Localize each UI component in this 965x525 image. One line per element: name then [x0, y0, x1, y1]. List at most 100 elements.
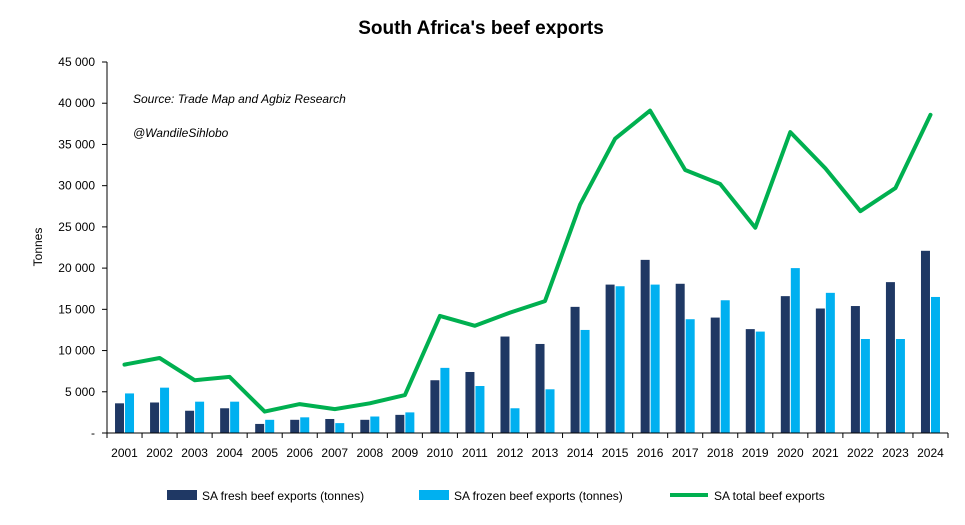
source-annotation: Source: Trade Map and Agbiz Research	[133, 92, 346, 106]
bar-frozen-2010	[440, 367, 450, 433]
bar-fresh-2012	[500, 336, 510, 433]
y-axis-ticks: - 5 000 10 000 15 000 20 000 25 000 30 000 35 0…	[58, 55, 107, 440]
total-exports-line	[122, 108, 933, 414]
x-tick-label: 2021	[812, 446, 839, 460]
bar-fresh-2020	[780, 296, 790, 433]
bar-frozen-2020	[790, 268, 800, 433]
x-tick-label: 2019	[742, 446, 769, 460]
bar-frozen-2021	[825, 292, 835, 433]
legend-label-frozen: SA frozen beef exports (tonnes)	[454, 489, 623, 503]
bar-frozen-2015	[615, 286, 625, 433]
bar-fresh-2001	[115, 403, 125, 433]
bar-fresh-2018	[710, 317, 720, 433]
x-tick-label: 2001	[111, 446, 138, 460]
line-layer	[122, 108, 933, 414]
y-axis-title: Tonnes	[31, 228, 45, 267]
bar-frozen-2005	[265, 419, 275, 433]
x-tick-label: 2008	[356, 446, 383, 460]
y-tick-label: 15 000	[58, 302, 95, 316]
bars-layer	[115, 250, 940, 433]
bar-fresh-2019	[745, 329, 755, 433]
legend-swatch-frozen	[419, 490, 449, 500]
y-tick-label: 45 000	[58, 55, 95, 69]
bar-fresh-2005	[255, 423, 265, 433]
x-tick-label: 2004	[216, 446, 243, 460]
bar-fresh-2021	[815, 308, 825, 433]
bar-frozen-2002	[160, 387, 170, 433]
x-tick-label: 2014	[567, 446, 594, 460]
y-tick-label: 10 000	[58, 344, 95, 358]
bar-frozen-2023	[895, 339, 905, 433]
legend: SA fresh beef exports (tonnes) SA frozen …	[167, 489, 825, 503]
x-tick-label: 2007	[321, 446, 348, 460]
bar-fresh-2006	[290, 419, 300, 433]
chart-title: South Africa's beef exports	[358, 18, 604, 39]
x-tick-label: 2005	[251, 446, 278, 460]
bar-fresh-2004	[220, 408, 230, 433]
y-tick-label: 40 000	[58, 96, 95, 110]
x-tick-label: 2006	[286, 446, 313, 460]
bar-frozen-2011	[475, 386, 485, 433]
bar-frozen-2024	[930, 296, 940, 433]
bar-frozen-2018	[720, 300, 730, 433]
y-tick-label: 25 000	[58, 220, 95, 234]
bar-fresh-2009	[395, 414, 405, 433]
bar-fresh-2016	[640, 259, 650, 433]
author-annotation: @WandileSihlobo	[133, 126, 229, 140]
bar-fresh-2022	[850, 306, 860, 433]
bar-frozen-2004	[230, 401, 240, 433]
x-tick-label: 2003	[181, 446, 208, 460]
bar-frozen-2012	[510, 408, 520, 433]
y-tick-label: -	[91, 426, 95, 440]
bar-fresh-2017	[675, 283, 685, 433]
bar-frozen-2019	[755, 331, 765, 433]
x-tick-label: 2011	[462, 446, 488, 460]
y-tick-label: 30 000	[58, 179, 95, 193]
x-tick-label: 2022	[847, 446, 874, 460]
bar-fresh-2015	[605, 284, 615, 433]
bar-fresh-2008	[360, 419, 370, 433]
bar-frozen-2014	[580, 329, 590, 433]
axes-layer	[106, 62, 949, 438]
bar-frozen-2013	[545, 389, 555, 433]
x-tick-label: 2013	[532, 446, 559, 460]
y-tick-label: 35 000	[58, 137, 95, 151]
y-tick-label: 20 000	[58, 261, 95, 275]
legend-label-fresh: SA fresh beef exports (tonnes)	[202, 489, 364, 503]
bar-fresh-2002	[150, 402, 160, 433]
bar-frozen-2009	[405, 412, 415, 433]
x-tick-label: 2020	[777, 446, 804, 460]
x-tick-label: 2009	[392, 446, 419, 460]
bar-frozen-2003	[195, 401, 205, 433]
x-tick-label: 2023	[882, 446, 909, 460]
x-tick-label: 2010	[427, 446, 454, 460]
bar-fresh-2024	[920, 250, 930, 433]
bar-fresh-2013	[535, 343, 545, 433]
bar-frozen-2006	[300, 417, 310, 433]
y-tick-label: 5 000	[65, 385, 95, 399]
x-tick-label: 2015	[602, 446, 629, 460]
bar-fresh-2010	[430, 380, 440, 433]
bar-frozen-2007	[335, 423, 345, 433]
bar-fresh-2003	[185, 410, 195, 433]
bar-frozen-2016	[650, 284, 660, 433]
bar-fresh-2007	[325, 418, 335, 433]
bar-frozen-2022	[860, 339, 870, 433]
x-tick-label: 2017	[672, 446, 699, 460]
legend-label-total: SA total beef exports	[714, 489, 825, 503]
x-tick-label: 2018	[707, 446, 734, 460]
x-axis-labels: 2001 2002 2003 2004 2005 2006 2007 2008 2009 2010…	[111, 446, 944, 460]
legend-swatch-fresh	[167, 490, 197, 500]
x-tick-label: 2012	[497, 446, 524, 460]
bar-frozen-2008	[370, 416, 380, 433]
bar-fresh-2014	[570, 306, 580, 433]
x-tick-label: 2024	[917, 446, 944, 460]
x-tick-label: 2016	[637, 446, 664, 460]
bar-frozen-2001	[125, 393, 135, 433]
bar-fresh-2011	[465, 371, 475, 433]
bar-fresh-2023	[885, 282, 895, 433]
x-tick-label: 2002	[146, 446, 173, 460]
bar-frozen-2017	[685, 319, 695, 433]
